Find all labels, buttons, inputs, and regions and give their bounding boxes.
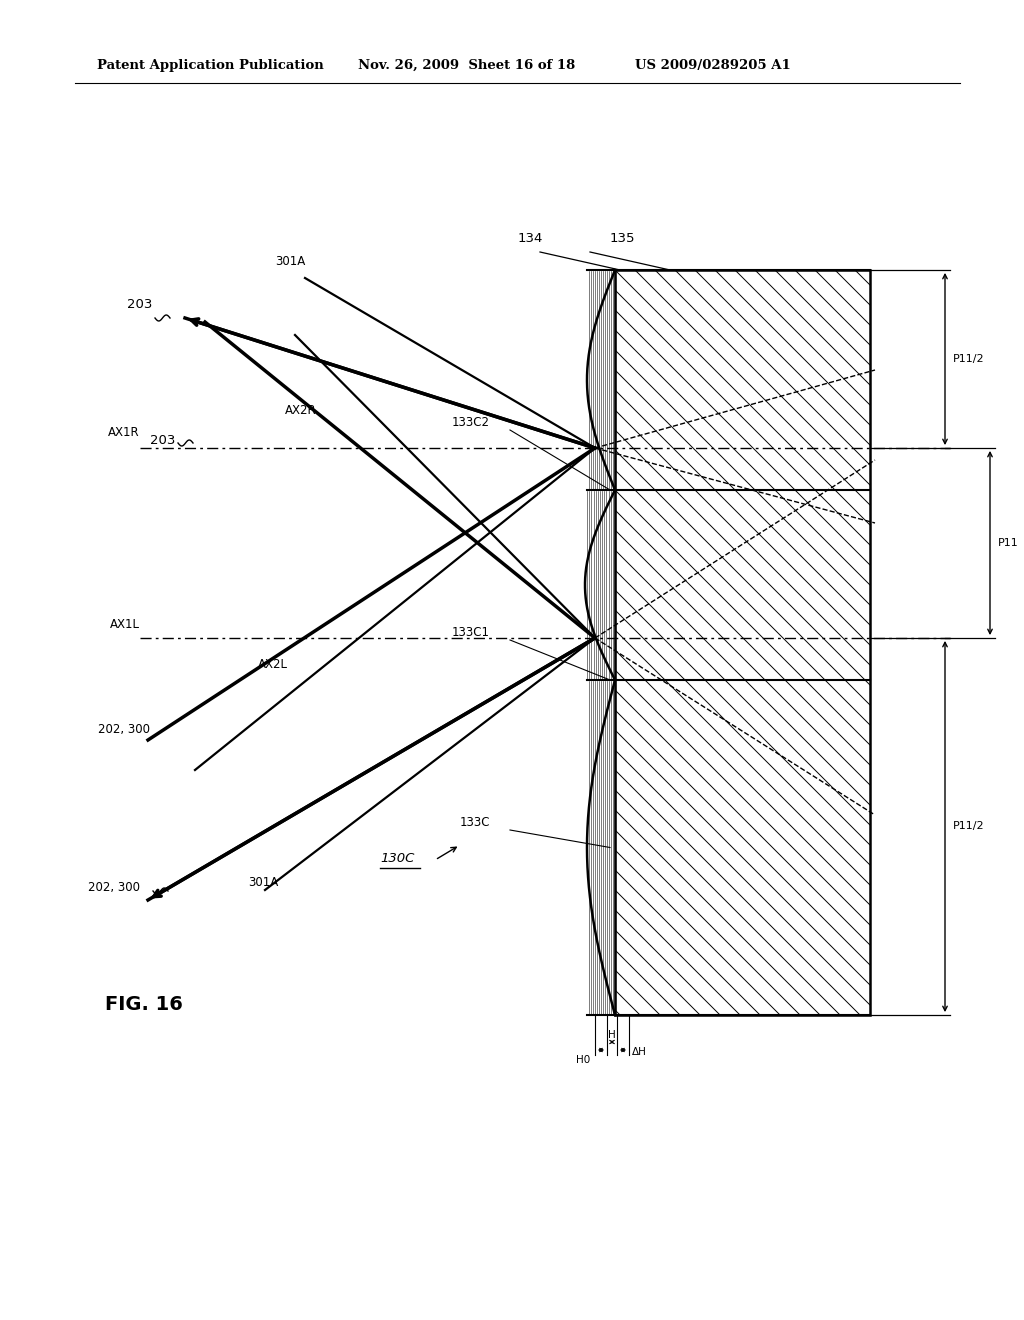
Text: P11/2: P11/2 [953,354,985,364]
Text: 203: 203 [150,433,175,446]
Text: FIG. 16: FIG. 16 [105,995,183,1015]
Text: US 2009/0289205 A1: US 2009/0289205 A1 [635,58,791,71]
Text: Patent Application Publication: Patent Application Publication [97,58,324,71]
Text: AX2L: AX2L [258,659,288,672]
Text: P11/2: P11/2 [953,821,985,832]
Text: AX1L: AX1L [110,619,140,631]
Text: 135: 135 [610,232,636,246]
Text: 301A: 301A [248,875,279,888]
Text: 202, 300: 202, 300 [88,882,140,895]
Text: AX1R: AX1R [109,425,140,438]
Text: 134: 134 [517,232,543,246]
Text: Nov. 26, 2009  Sheet 16 of 18: Nov. 26, 2009 Sheet 16 of 18 [358,58,575,71]
Text: H0: H0 [575,1055,590,1065]
Text: P11: P11 [998,539,1019,548]
Text: AX2R: AX2R [285,404,316,417]
Text: 301A: 301A [274,255,305,268]
Text: ΔH: ΔH [632,1047,647,1057]
Text: 133C2: 133C2 [452,416,490,429]
Bar [615,271,870,1015]
Text: 130C: 130C [380,851,415,865]
Text: H: H [608,1030,615,1040]
Text: 133C: 133C [460,816,490,829]
Text: 203: 203 [127,297,152,310]
Text: 202, 300: 202, 300 [98,723,150,737]
Text: 133C1: 133C1 [452,626,490,639]
